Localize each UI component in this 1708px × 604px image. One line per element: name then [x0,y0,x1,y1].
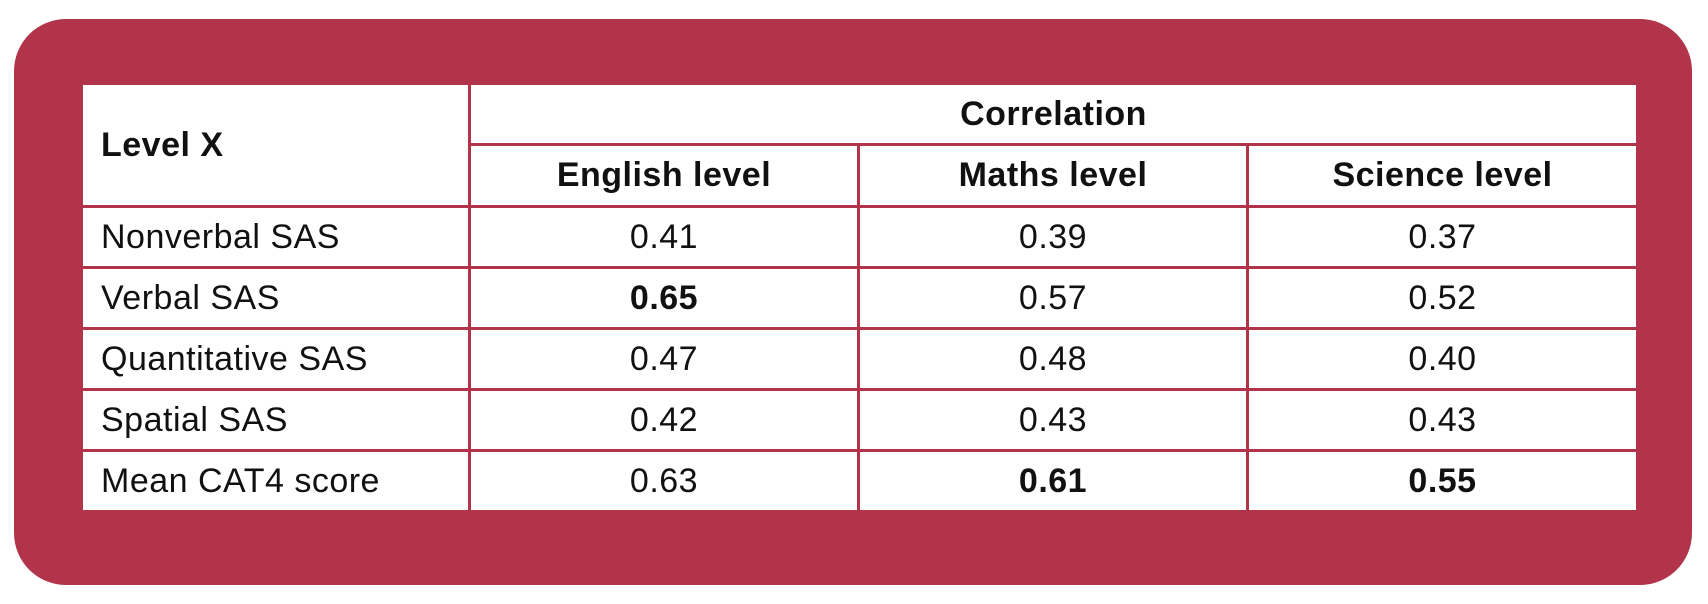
cell-value: 0.61 [857,449,1249,513]
row-label: Verbal SAS [80,266,471,330]
cell-value: 0.39 [857,205,1249,269]
cell-value: 0.43 [857,388,1249,452]
correlation-group-header: Correlation [467,82,1640,146]
cell-value: 0.65 [468,266,860,330]
table-row: Verbal SAS 0.65 0.57 0.52 [80,266,1640,330]
cell-value: 0.47 [468,327,860,391]
correlation-table: Level X Correlation English level Maths … [80,82,1640,513]
cell-value: 0.37 [1245,205,1640,269]
cell-value: 0.52 [1245,266,1640,330]
cell-value: 0.48 [857,327,1249,391]
row-label: Spatial SAS [80,388,471,452]
row-label: Nonverbal SAS [80,205,471,269]
row-label: Quantitative SAS [80,327,471,391]
corner-header: Level X [80,82,471,208]
cell-value: 0.41 [468,205,860,269]
cell-value: 0.43 [1245,388,1640,452]
table-row: Nonverbal SAS 0.41 0.39 0.37 [80,205,1640,269]
column-header-maths: Maths level [857,143,1249,208]
cell-value: 0.57 [857,266,1249,330]
table-row: Mean CAT4 score 0.63 0.61 0.55 [80,449,1640,513]
column-header-science: Science level [1245,143,1640,208]
cell-value: 0.40 [1245,327,1640,391]
cell-value: 0.55 [1245,449,1640,513]
column-header-english: English level [468,143,860,208]
table-row: Spatial SAS 0.42 0.43 0.43 [80,388,1640,452]
cell-value: 0.42 [468,388,860,452]
table-row: Quantitative SAS 0.47 0.48 0.40 [80,327,1640,391]
cell-value: 0.63 [468,449,860,513]
row-label: Mean CAT4 score [80,449,471,513]
